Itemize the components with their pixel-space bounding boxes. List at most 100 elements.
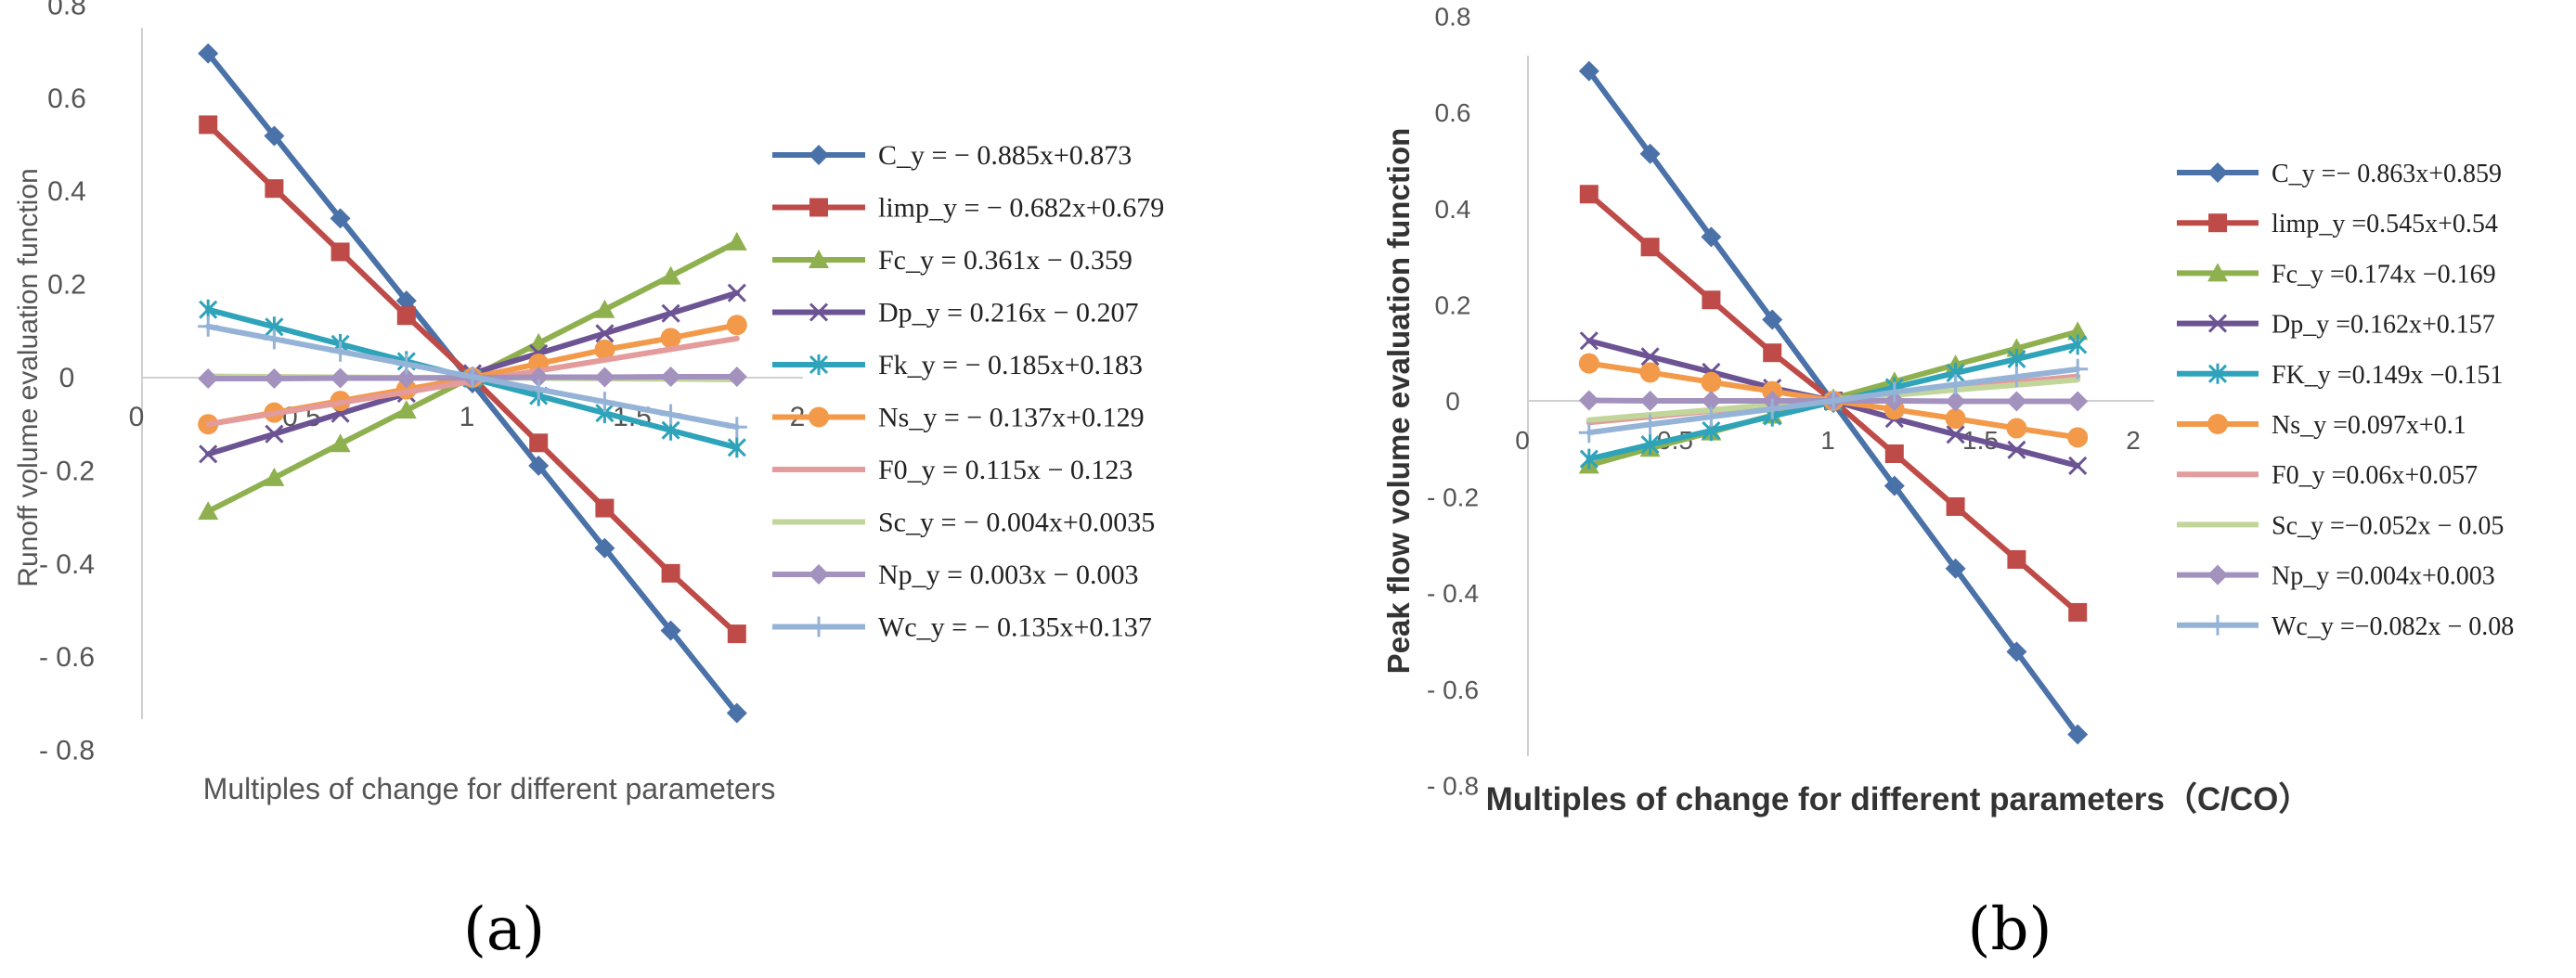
legend-label: Ns_y = − 0.137x+0.129 <box>878 403 1145 433</box>
data-point <box>395 400 417 419</box>
data-point <box>198 315 219 337</box>
y-tick-label: - 0.4 <box>1427 579 1479 608</box>
y-tick-label: 0.4 <box>1435 195 1471 224</box>
data-point <box>1945 374 1966 395</box>
data-point <box>660 366 681 387</box>
data-point <box>265 179 284 199</box>
y-tick-label: - 0.4 <box>39 549 95 580</box>
data-point <box>198 43 219 64</box>
data-point <box>1639 391 1661 411</box>
legend-swatch-marker <box>2207 314 2228 333</box>
data-point <box>528 367 550 388</box>
legend-swatch-marker <box>809 564 829 585</box>
data-point <box>199 115 218 135</box>
legend-label: C_y = − 0.885x+0.873 <box>878 140 1132 171</box>
data-point <box>1640 238 1660 257</box>
legend-label: Wc_y =−0.082x − 0.08 <box>2272 612 2514 641</box>
data-point <box>726 366 747 387</box>
y-tick-label: 0 <box>1445 387 1460 416</box>
data-point <box>1762 398 1783 419</box>
data-point <box>594 537 615 559</box>
data-point <box>594 339 615 360</box>
x-tick-label: 1 <box>460 402 475 432</box>
data-point <box>1701 371 1722 392</box>
data-point <box>462 366 483 387</box>
legend-label: limp_y =0.545x+0.54 <box>2272 210 2498 238</box>
legend-label: F0_y = 0.115x − 0.123 <box>878 455 1133 485</box>
data-point <box>1639 362 1661 383</box>
data-point <box>395 290 417 312</box>
legend-swatch-marker <box>2207 414 2228 434</box>
data-point <box>1578 353 1599 374</box>
data-point <box>594 392 615 413</box>
data-point <box>1578 422 1599 444</box>
legend-label: Ns_y =0.097x+0.1 <box>2272 411 2466 440</box>
y-tick-label: - 0.8 <box>39 736 95 766</box>
data-point <box>726 417 747 438</box>
data-point <box>1763 343 1782 363</box>
y-axis-title: Runoff volume evaluation function <box>13 168 44 586</box>
data-point <box>264 467 285 486</box>
data-point <box>396 306 416 326</box>
data-point <box>660 328 681 349</box>
data-point <box>1701 226 1722 248</box>
data-point <box>595 498 615 518</box>
x-tick-label: 0 <box>129 402 145 432</box>
data-point <box>660 620 681 641</box>
legend-label: Np_y =0.004x+0.003 <box>2272 562 2495 591</box>
data-point <box>1946 425 1965 444</box>
data-point <box>264 125 285 147</box>
y-tick-label: 0.8 <box>47 0 86 20</box>
data-point <box>2067 321 2089 341</box>
data-point <box>2067 427 2089 448</box>
data-point <box>2007 549 2026 569</box>
data-point <box>727 437 746 458</box>
data-point <box>1883 381 1905 403</box>
data-point <box>2006 418 2027 439</box>
data-point <box>1946 496 1965 516</box>
data-point <box>199 444 218 464</box>
data-point <box>661 303 680 323</box>
y-tick-label: - 0.8 <box>1427 771 1479 800</box>
x-tick-label: 0 <box>1515 426 1530 455</box>
data-point <box>2068 334 2088 355</box>
legend-swatch-marker <box>2207 363 2228 384</box>
y-tick-label: 0.2 <box>1435 290 1471 319</box>
legend-swatch-marker <box>809 198 828 217</box>
legend-label: Dp_y =0.162x+0.157 <box>2272 311 2495 340</box>
data-point <box>2006 367 2027 388</box>
data-point <box>1579 448 1599 470</box>
data-point <box>330 367 351 389</box>
data-point <box>2006 641 2027 663</box>
data-point <box>1945 408 1966 430</box>
y-tick-label: - 0.2 <box>1427 483 1479 512</box>
legend-label: Dp_y = 0.216x − 0.207 <box>878 298 1139 328</box>
legend-label: Fc_y = 0.361x − 0.359 <box>878 245 1133 276</box>
data-point <box>595 324 615 343</box>
data-point <box>1639 414 1661 435</box>
legend-swatch-marker <box>809 406 829 428</box>
legend-swatch-marker <box>809 354 829 375</box>
legend-label: Sc_y =−0.052x − 0.05 <box>2272 511 2504 540</box>
y-tick-label: 0.4 <box>47 176 86 207</box>
data-point <box>198 368 219 390</box>
y-tick-label: 0.8 <box>1435 3 1471 32</box>
data-point <box>198 501 219 521</box>
legend-label: Wc_y = − 0.135x+0.137 <box>878 612 1152 643</box>
data-point <box>1701 406 1722 428</box>
x-axis-title: Multiples of change for different parame… <box>1486 781 2311 817</box>
data-point <box>1578 60 1599 82</box>
y-axis-title: Peak flow volume evaluation function <box>1381 128 1416 675</box>
data-point <box>594 299 615 318</box>
data-point <box>528 379 550 400</box>
legend-swatch-marker <box>809 616 829 637</box>
legend-label: C_y =− 0.863x+0.859 <box>2272 160 2502 188</box>
legend-swatch-marker <box>2207 564 2228 586</box>
data-point <box>661 563 680 583</box>
data-point <box>265 424 284 444</box>
data-point <box>726 315 747 336</box>
data-point <box>395 354 417 375</box>
data-point <box>1578 390 1599 411</box>
legend-swatch-marker <box>2208 213 2227 233</box>
